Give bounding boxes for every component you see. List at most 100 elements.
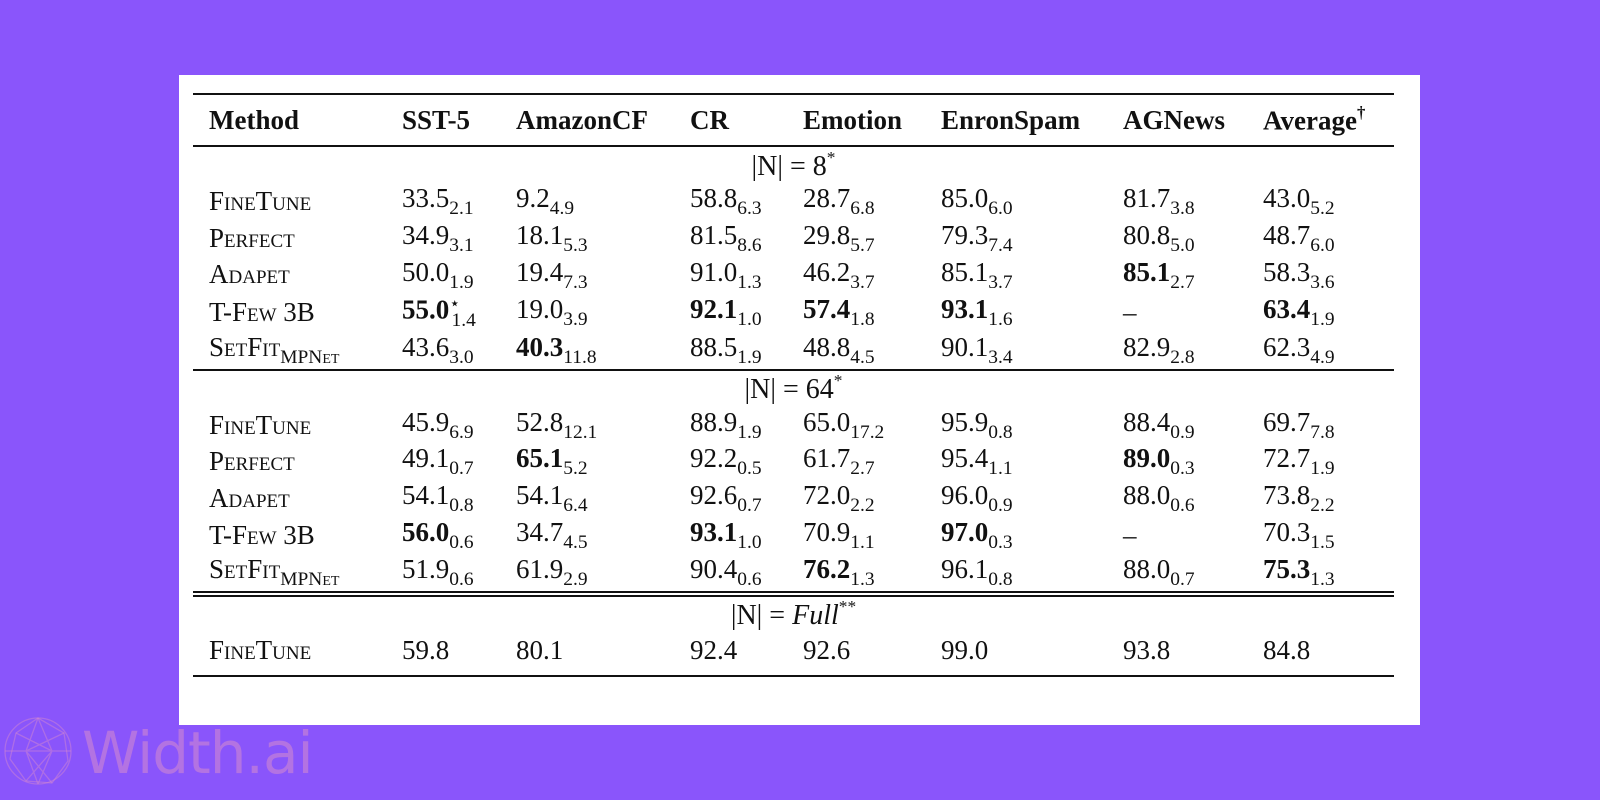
score-std: 1.9 [1310,309,1335,330]
score-std: 3.7 [988,271,1013,293]
score-value: 93.8 [1123,635,1171,666]
score-value: 29.8 [803,219,851,250]
score-std: 11.8 [563,346,597,368]
score-cell: 85.13.7 [925,257,1107,294]
score-value: 57.4 [803,294,851,325]
score-value: 43.0 [1263,183,1311,213]
section-label-value: 64 [805,374,834,406]
section-label-prefix: |N| = [751,150,813,182]
score-value: 62.3 [1263,331,1311,362]
score-std: 6.9 [449,421,474,443]
score-std: 2.1 [449,197,474,219]
method-cell: Perfect [193,443,386,480]
score-cell: 82.92.8 [1107,332,1247,369]
score-value: 59.8 [402,635,450,666]
score-std: 6.8 [850,197,875,219]
method-name: FineTune [209,409,312,440]
score-value: 92.6 [690,480,738,511]
score-std: 0.8 [988,568,1013,590]
score-cell: 62.34.9 [1247,332,1394,369]
score-value: 72.7 [1263,443,1311,474]
score-value: 93.1 [690,517,738,548]
score-cell: 89.00.3 [1107,443,1247,480]
globe-logo-icon [4,717,72,785]
score-cell: 81.73.8 [1107,183,1247,220]
score-std: 6.0 [1310,234,1335,256]
score-value: 51.9 [402,553,450,584]
score-value: 9.2 [516,183,550,213]
score-cell: 48.84.5 [787,332,925,369]
score-value: 55.0 [402,295,450,326]
score-std: 4.5 [563,531,588,553]
method-cell: Adapet [193,480,386,517]
score-cell: 92.11.0 [674,293,787,331]
score-value: 34.9 [402,219,450,250]
score-std: 0.6 [1170,495,1195,517]
score-value: 99.0 [941,635,989,666]
score-value: 58.8 [690,183,738,213]
score-value: 61.7 [803,443,851,474]
score-cell: 46.23.7 [787,257,925,294]
score-cell: 96.00.9 [925,480,1107,517]
watermark: Width.ai [0,705,314,800]
score-value: – [1123,519,1137,550]
section-label-mark: ** [838,597,857,617]
score-cell: 63.41.9 [1247,293,1394,331]
section-label-row: |N| = Full** [193,594,1394,633]
score-cell: 28.76.8 [787,183,925,220]
table-body: |N| = 8* FineTune 33.52.1 9.24.9 58.86.3 28.7… [193,146,1394,677]
score-cell: 34.93.1 [386,220,500,257]
method-cell: FineTune [193,407,386,444]
results-table-card: Method SST-5 AmazonCF CR Emotion EnronSp… [179,75,1420,725]
score-cell: 9.24.9 [500,183,674,220]
score-cell: – [1107,293,1247,331]
section-label-value: Full [792,600,839,632]
score-value: 85.1 [1123,256,1171,287]
score-cell: 88.00.6 [1107,480,1247,517]
section-label-text: |N| = 8* [751,147,836,182]
score-std: 0.7 [449,458,474,480]
method-cell: SetFitMPNet [193,554,386,591]
score-std: 3.4 [988,346,1013,368]
score-value: 96.1 [941,553,989,584]
score-cell: 52.812.1 [500,407,674,444]
score-cell: 48.76.0 [1247,220,1394,257]
score-cell: 85.12.7 [1107,257,1247,294]
score-std: 0.5 [737,458,762,480]
score-cell: 34.74.5 [500,517,674,554]
score-value: 61.9 [516,553,564,584]
header-enronspam: EnronSpam [941,104,1081,135]
score-cell: 43.05.2 [1247,183,1394,220]
score-cell: 70.91.1 [787,517,925,554]
score-cell: 55.0⋆1.4 [386,293,500,331]
section-label-value: 8 [812,150,827,182]
score-cell: 58.86.3 [674,183,787,220]
score-cell: 92.60.7 [674,480,787,517]
score-std: 0.8 [988,421,1013,443]
score-std: 1.3 [737,271,762,293]
score-cell: 91.01.3 [674,257,787,294]
score-cell: 19.47.3 [500,257,674,294]
table-row: Adapet 54.10.8 54.16.4 92.60.7 72.02.2 96.00.… [193,480,1394,517]
score-cell: 72.02.2 [787,480,925,517]
score-std: 0.6 [449,531,474,553]
score-value: 18.1 [516,219,564,250]
score-std: 1.9 [449,271,474,293]
score-std: 5.7 [850,234,875,256]
score-std: 1.9 [737,421,762,443]
score-std: 4.9 [1310,346,1335,368]
score-value: 45.9 [402,406,450,437]
watermark-text: Width.ai [82,719,314,787]
score-value: 48.8 [803,331,851,362]
score-value: 90.1 [941,331,989,362]
score-std: 3.6 [1310,271,1335,293]
score-std: 2.8 [1170,346,1195,368]
score-cell: 79.37.4 [925,220,1107,257]
header-sst5: SST-5 [402,104,471,135]
score-value: 73.8 [1263,480,1311,511]
bottom-rule [193,668,1394,677]
score-std: 0.7 [737,495,762,517]
score-value: 19.0 [516,294,564,325]
score-cell: 92.20.5 [674,443,787,480]
score-std: 1.0 [737,531,762,553]
